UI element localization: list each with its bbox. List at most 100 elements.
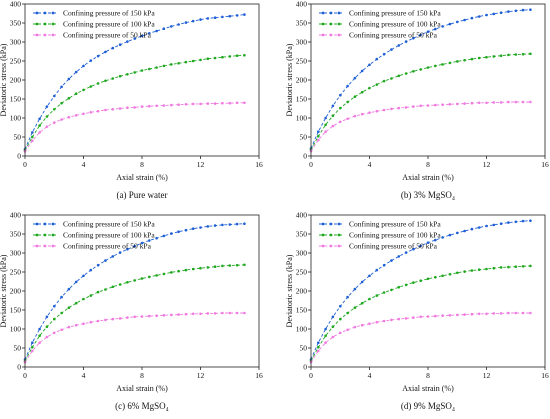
data-point <box>148 275 151 279</box>
data-point <box>353 306 357 310</box>
legend-marker <box>43 244 47 248</box>
x-tick-label: 0 <box>23 160 27 169</box>
y-tick-label: 300 <box>10 38 22 47</box>
data-point <box>53 331 56 335</box>
data-point <box>31 135 34 139</box>
legend-marker <box>51 22 55 26</box>
data-point <box>38 117 41 121</box>
data-point <box>390 107 393 111</box>
data-point <box>339 93 342 97</box>
data-point <box>155 274 158 277</box>
data-point <box>199 226 202 229</box>
data-point <box>382 108 386 112</box>
data-point <box>82 112 85 116</box>
legend-label: Confining pressure of 100 kPa <box>63 231 155 240</box>
data-point <box>162 272 166 276</box>
y-tick-label: 0 <box>303 363 307 372</box>
data-point <box>463 58 466 62</box>
y-tick-label: 200 <box>296 287 308 296</box>
y-tick-label: 150 <box>10 306 22 315</box>
data-point <box>31 139 34 143</box>
data-point <box>38 334 41 338</box>
data-point <box>184 268 188 272</box>
data-point <box>521 219 525 223</box>
data-point <box>31 345 34 349</box>
x-tick-label: 16 <box>541 371 549 380</box>
data-point <box>412 36 415 40</box>
data-point <box>74 114 78 117</box>
data-point <box>441 314 444 318</box>
x-axis-label: Axial strain (%) <box>116 173 168 182</box>
data-point <box>456 271 459 275</box>
data-point <box>213 56 217 60</box>
data-point <box>419 33 423 37</box>
data-point <box>126 40 129 43</box>
data-point <box>53 304 56 308</box>
data-point <box>419 68 423 71</box>
data-point <box>507 53 510 57</box>
data-point <box>31 349 34 353</box>
legend-marker <box>337 22 341 26</box>
data-point <box>441 274 444 278</box>
y-axis-label: Deviatoric stress (kPa) <box>285 43 294 116</box>
y-tick-label: 150 <box>296 306 308 315</box>
panel-caption: (c) 6% MgSO₄ <box>115 401 169 411</box>
data-point <box>206 102 210 105</box>
data-point <box>228 101 232 105</box>
data-point <box>470 16 474 20</box>
data-point <box>434 27 437 31</box>
x-tick-label: 4 <box>368 371 372 380</box>
data-point <box>368 322 371 326</box>
data-point <box>148 314 151 318</box>
data-point <box>529 264 532 268</box>
legend-marker <box>321 33 325 37</box>
x-tick-label: 16 <box>255 160 263 169</box>
data-point <box>477 226 481 229</box>
data-point <box>317 134 320 138</box>
x-tick-label: 12 <box>197 371 205 380</box>
legend-marker <box>329 22 333 26</box>
data-point <box>89 268 93 272</box>
x-tick-label: 4 <box>82 160 86 169</box>
data-point <box>375 109 379 113</box>
data-point <box>170 313 173 317</box>
data-point <box>390 48 393 51</box>
data-point <box>96 319 100 323</box>
data-point <box>382 319 386 323</box>
data-point <box>96 109 100 113</box>
data-point <box>521 100 525 104</box>
y-tick-label: 350 <box>10 19 22 28</box>
data-point <box>89 294 93 297</box>
data-point <box>104 79 107 83</box>
data-point <box>221 101 224 105</box>
data-point <box>426 104 430 107</box>
data-point <box>324 341 327 345</box>
data-point <box>133 37 136 40</box>
data-point <box>118 283 122 286</box>
data-point <box>199 58 202 62</box>
data-point <box>177 269 180 273</box>
data-point <box>375 268 379 272</box>
data-point <box>360 301 364 305</box>
data-point <box>463 229 466 233</box>
data-point <box>155 104 158 108</box>
data-point <box>235 263 239 267</box>
data-point <box>492 101 496 104</box>
data-point <box>191 267 195 271</box>
y-axis-label: Deviatoric stress (kPa) <box>0 43 8 116</box>
data-point <box>375 320 379 324</box>
x-tick-label: 8 <box>140 371 144 380</box>
data-point <box>170 271 173 274</box>
data-point <box>199 312 202 316</box>
data-point <box>243 101 246 105</box>
data-point <box>60 85 63 89</box>
data-point <box>89 59 93 62</box>
y-tick-label: 350 <box>296 230 308 239</box>
data-point <box>477 15 481 18</box>
series-line-3 <box>310 312 531 363</box>
data-point <box>456 231 459 235</box>
y-tick-label: 100 <box>296 325 308 334</box>
data-point <box>499 101 503 104</box>
data-point <box>177 23 180 26</box>
legend-label: Confining pressure of 50 kPa <box>63 31 152 40</box>
